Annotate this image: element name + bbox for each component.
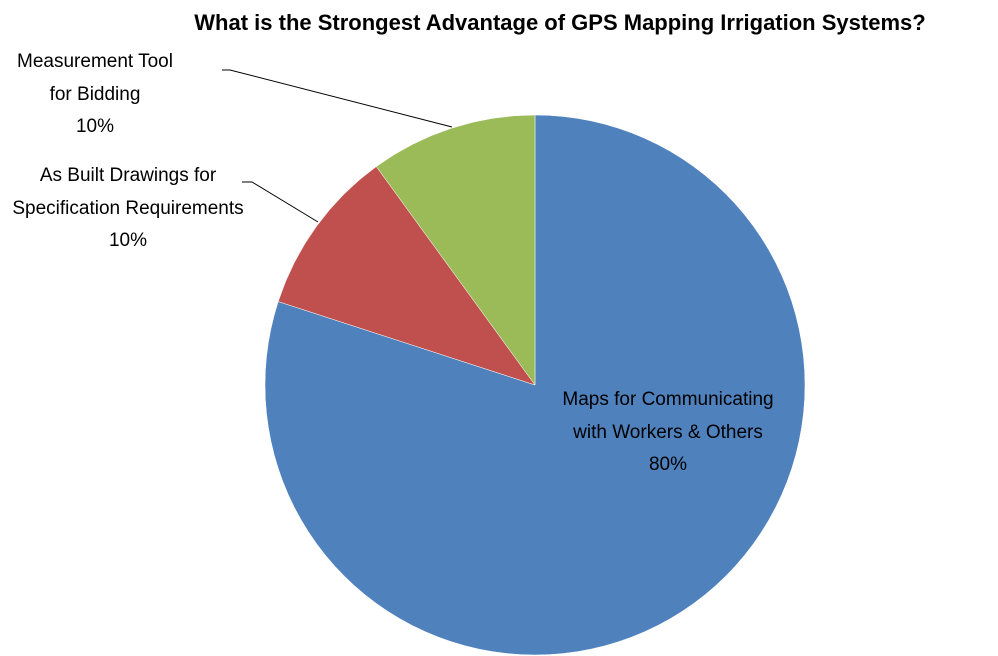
value-label: 80% xyxy=(648,454,688,475)
leader-line xyxy=(222,69,453,128)
category-label: Maps for Communicating with Workers & Ot… xyxy=(562,389,774,443)
leader-line xyxy=(242,181,319,223)
slice-label: Measurement Tool for Bidding 10% xyxy=(15,46,175,144)
slice-label: As Built Drawings for Specification Requ… xyxy=(8,160,248,258)
slice-label: Maps for Communicating with Workers & Ot… xyxy=(553,384,783,482)
category-label: Measurement Tool for Bidding xyxy=(17,51,173,105)
value-label: 10% xyxy=(75,116,115,137)
value-label: 10% xyxy=(108,230,148,251)
pie-slice xyxy=(375,114,536,386)
category-label: As Built Drawings for Specification Requ… xyxy=(12,165,244,219)
chart-title: What is the Strongest Advantage of GPS M… xyxy=(194,10,926,35)
pie-slice xyxy=(277,166,536,386)
